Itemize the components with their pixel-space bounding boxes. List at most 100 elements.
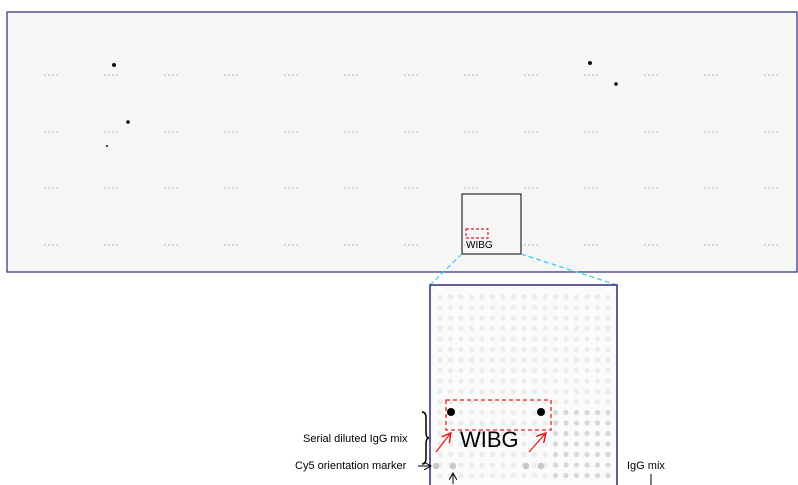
spot xyxy=(584,388,590,395)
spot xyxy=(531,420,538,426)
spot xyxy=(584,420,590,426)
spot xyxy=(412,244,414,246)
spot xyxy=(521,315,527,321)
spot xyxy=(412,187,414,189)
spot xyxy=(594,441,601,447)
spot xyxy=(44,131,46,133)
spot xyxy=(584,294,590,300)
spot xyxy=(408,74,410,76)
spot xyxy=(510,441,517,447)
spot xyxy=(531,336,538,342)
spot xyxy=(479,399,485,405)
spot xyxy=(772,244,774,246)
spot xyxy=(531,357,538,363)
spot xyxy=(344,131,346,133)
spot xyxy=(458,346,464,353)
spot xyxy=(458,367,464,374)
spot xyxy=(573,378,580,384)
spot xyxy=(521,336,527,342)
spot xyxy=(605,294,611,300)
spot xyxy=(594,367,601,374)
spot xyxy=(764,187,766,189)
spot xyxy=(479,409,485,416)
spot xyxy=(437,304,443,311)
spot xyxy=(552,472,559,479)
spot xyxy=(522,462,530,470)
spot xyxy=(344,74,346,76)
spot xyxy=(447,399,454,405)
spot xyxy=(652,187,654,189)
spot xyxy=(552,441,559,447)
spot xyxy=(168,244,170,246)
spot xyxy=(356,131,358,133)
spot xyxy=(479,294,485,300)
spot xyxy=(716,187,718,189)
spot xyxy=(573,399,580,405)
spot xyxy=(296,131,298,133)
spot xyxy=(437,430,443,437)
spot xyxy=(284,74,286,76)
spot xyxy=(500,367,506,374)
spot xyxy=(644,187,646,189)
spot xyxy=(458,388,464,395)
spot xyxy=(447,378,454,384)
spot xyxy=(228,74,230,76)
spot xyxy=(584,336,590,342)
spot xyxy=(594,409,601,416)
spot xyxy=(510,451,517,458)
spot xyxy=(348,244,350,246)
wibg-box xyxy=(445,399,552,431)
spot xyxy=(458,357,464,363)
spot xyxy=(584,325,590,332)
spot xyxy=(449,462,457,470)
spot xyxy=(605,367,611,374)
spot xyxy=(542,399,548,405)
spot xyxy=(458,315,464,321)
spot xyxy=(764,74,766,76)
spot xyxy=(605,388,611,395)
spot xyxy=(447,346,454,353)
spot xyxy=(712,244,714,246)
spot xyxy=(648,244,650,246)
spot xyxy=(588,131,590,133)
spot xyxy=(592,187,594,189)
spot xyxy=(489,451,496,458)
spot xyxy=(432,462,440,470)
spot xyxy=(296,244,298,246)
spot xyxy=(542,441,548,447)
spot xyxy=(472,131,474,133)
spot xyxy=(172,74,174,76)
spot xyxy=(489,388,496,395)
spot xyxy=(521,409,527,416)
spot xyxy=(468,187,470,189)
spot xyxy=(605,441,611,447)
spot xyxy=(510,367,517,374)
spot xyxy=(524,131,526,133)
spot xyxy=(489,346,496,353)
spot xyxy=(510,420,517,426)
spot xyxy=(531,315,538,321)
spot xyxy=(552,336,559,342)
spot xyxy=(542,304,548,311)
spot xyxy=(594,357,601,363)
spot xyxy=(521,346,527,353)
spot xyxy=(232,131,234,133)
spot xyxy=(524,244,526,246)
spot xyxy=(464,74,466,76)
spot xyxy=(764,244,766,246)
spot xyxy=(776,187,778,189)
spot xyxy=(605,357,611,363)
spot xyxy=(704,187,706,189)
spot xyxy=(510,462,517,468)
spot xyxy=(479,462,485,468)
spot xyxy=(292,74,294,76)
spot xyxy=(288,131,290,133)
spot xyxy=(288,187,290,189)
spot xyxy=(476,244,478,246)
spot xyxy=(648,131,650,133)
spot xyxy=(594,472,601,479)
spot xyxy=(605,472,611,479)
spot xyxy=(500,430,506,437)
spot xyxy=(500,472,506,479)
spot xyxy=(573,357,580,363)
